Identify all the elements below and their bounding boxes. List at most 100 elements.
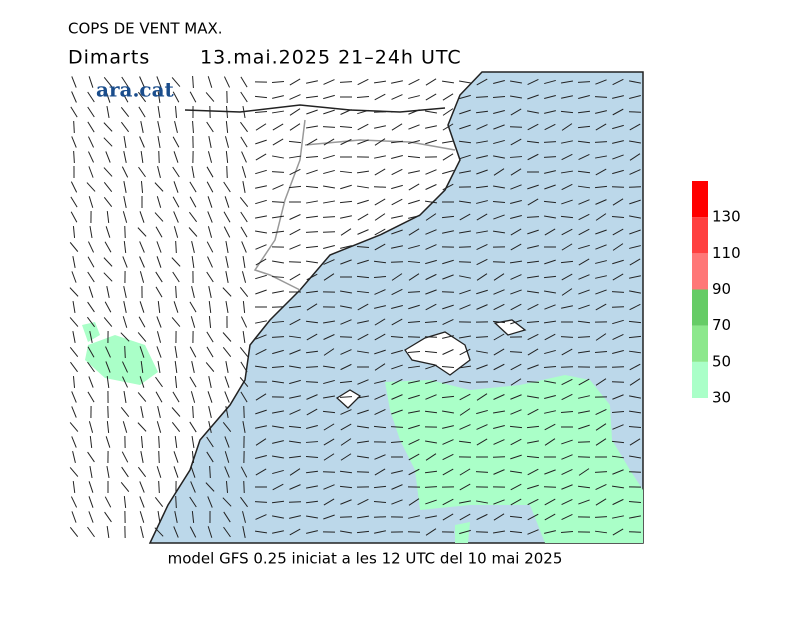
wind-barb <box>543 200 557 204</box>
wind-barb <box>157 121 161 133</box>
wind-barb <box>425 184 437 190</box>
wind-barb <box>173 181 179 193</box>
wind-barb <box>104 241 112 253</box>
wind-barb <box>87 106 95 118</box>
wind-barb <box>242 106 246 118</box>
wind-barb <box>208 136 212 148</box>
wind-barb <box>544 228 556 236</box>
colorbar-label: 90 <box>712 280 731 298</box>
wind-barb <box>139 136 145 148</box>
wind-barb <box>543 156 557 158</box>
wind-barb <box>121 361 129 373</box>
wind-barb <box>189 196 197 208</box>
wind-barb <box>509 95 523 99</box>
wind-barb <box>561 484 573 490</box>
wind-barb <box>595 199 607 205</box>
wind-barb <box>476 213 488 221</box>
wind-barb <box>578 410 590 414</box>
wind-barb <box>611 410 625 414</box>
wind-barb <box>509 470 523 474</box>
wind-barb <box>390 140 404 144</box>
wind-barb <box>156 316 162 328</box>
wind-barb <box>271 455 285 459</box>
wind-barb <box>629 169 641 175</box>
wind-barb <box>442 153 454 161</box>
wind-barb <box>425 394 437 400</box>
wind-barb <box>191 450 195 464</box>
wind-barb <box>340 259 352 265</box>
wind-barb <box>391 184 403 190</box>
wind-barb <box>594 516 608 518</box>
wind-barb <box>174 121 178 133</box>
wind-barb <box>340 305 352 309</box>
wind-barb <box>544 380 556 384</box>
wind-barb <box>323 245 335 249</box>
wind-barb <box>374 138 386 146</box>
wind-barb <box>476 513 488 521</box>
wind-barb <box>272 290 284 294</box>
wind-barb <box>138 106 146 118</box>
wind-barb <box>442 468 454 476</box>
wind-barb <box>88 166 94 178</box>
wind-barb <box>442 183 454 191</box>
wind-barb <box>544 79 556 85</box>
wind-barb <box>255 409 267 415</box>
wind-barb <box>254 530 268 534</box>
wind-barb <box>240 136 248 148</box>
wind-barb <box>206 181 214 193</box>
wind-barb <box>561 273 573 281</box>
wind-barb <box>242 330 246 344</box>
wind-barb <box>374 228 386 236</box>
wind-barb <box>425 528 437 536</box>
wind-barb <box>288 155 302 159</box>
wind-barb <box>191 510 195 524</box>
wind-barb <box>191 435 195 449</box>
wind-barb <box>459 275 471 279</box>
wind-barb <box>629 258 641 266</box>
wind-barb <box>123 301 127 313</box>
wind-barb <box>561 348 573 356</box>
wind-barb <box>120 482 130 492</box>
wind-barb <box>391 80 403 84</box>
wind-barb <box>527 484 539 490</box>
wind-barb <box>442 318 454 326</box>
wind-barb <box>255 215 267 219</box>
wind-barb <box>306 303 318 311</box>
wind-barb <box>189 376 197 388</box>
wind-barb <box>223 76 231 88</box>
wind-barb <box>526 260 540 264</box>
wind-barb <box>407 365 421 369</box>
wind-barb <box>323 79 335 85</box>
wind-barb <box>629 275 641 279</box>
wind-barb <box>339 126 353 128</box>
wind-barb <box>139 481 145 493</box>
wind-barb <box>425 440 437 444</box>
wind-barb <box>140 360 144 374</box>
wind-barb <box>239 347 249 357</box>
wind-barb <box>510 274 522 280</box>
wind-barb <box>612 498 624 506</box>
wind-barb <box>173 451 179 463</box>
wind-barb <box>70 196 78 208</box>
wind-barb <box>289 168 301 176</box>
wind-barb <box>323 138 335 146</box>
wind-barb <box>544 513 556 521</box>
wind-barb <box>374 394 386 400</box>
wind-barb <box>629 290 641 294</box>
wind-barb <box>458 246 472 248</box>
wind-barb <box>323 379 335 385</box>
wind-barb <box>458 365 472 369</box>
wind-barb <box>72 331 76 343</box>
wind-barb <box>442 304 454 310</box>
wind-barb <box>357 199 369 205</box>
wind-barb <box>357 259 369 265</box>
wind-barb <box>155 376 163 388</box>
wind-barb <box>173 151 179 163</box>
wind-barb <box>510 409 522 415</box>
wind-barb <box>373 501 387 503</box>
wind-barb <box>527 498 539 506</box>
wind-barb <box>72 375 76 389</box>
wind-barb <box>322 185 336 189</box>
wind-barb <box>595 498 607 506</box>
wind-barb <box>306 80 318 84</box>
